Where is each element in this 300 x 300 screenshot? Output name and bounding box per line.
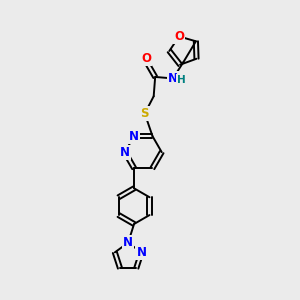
Text: H: H bbox=[177, 75, 186, 85]
Text: N: N bbox=[168, 72, 178, 85]
Text: N: N bbox=[129, 130, 139, 143]
Text: N: N bbox=[120, 146, 130, 159]
Text: N: N bbox=[136, 246, 146, 259]
Text: S: S bbox=[140, 107, 149, 120]
Text: N: N bbox=[123, 236, 133, 249]
Text: O: O bbox=[141, 52, 151, 65]
Text: O: O bbox=[174, 30, 184, 43]
